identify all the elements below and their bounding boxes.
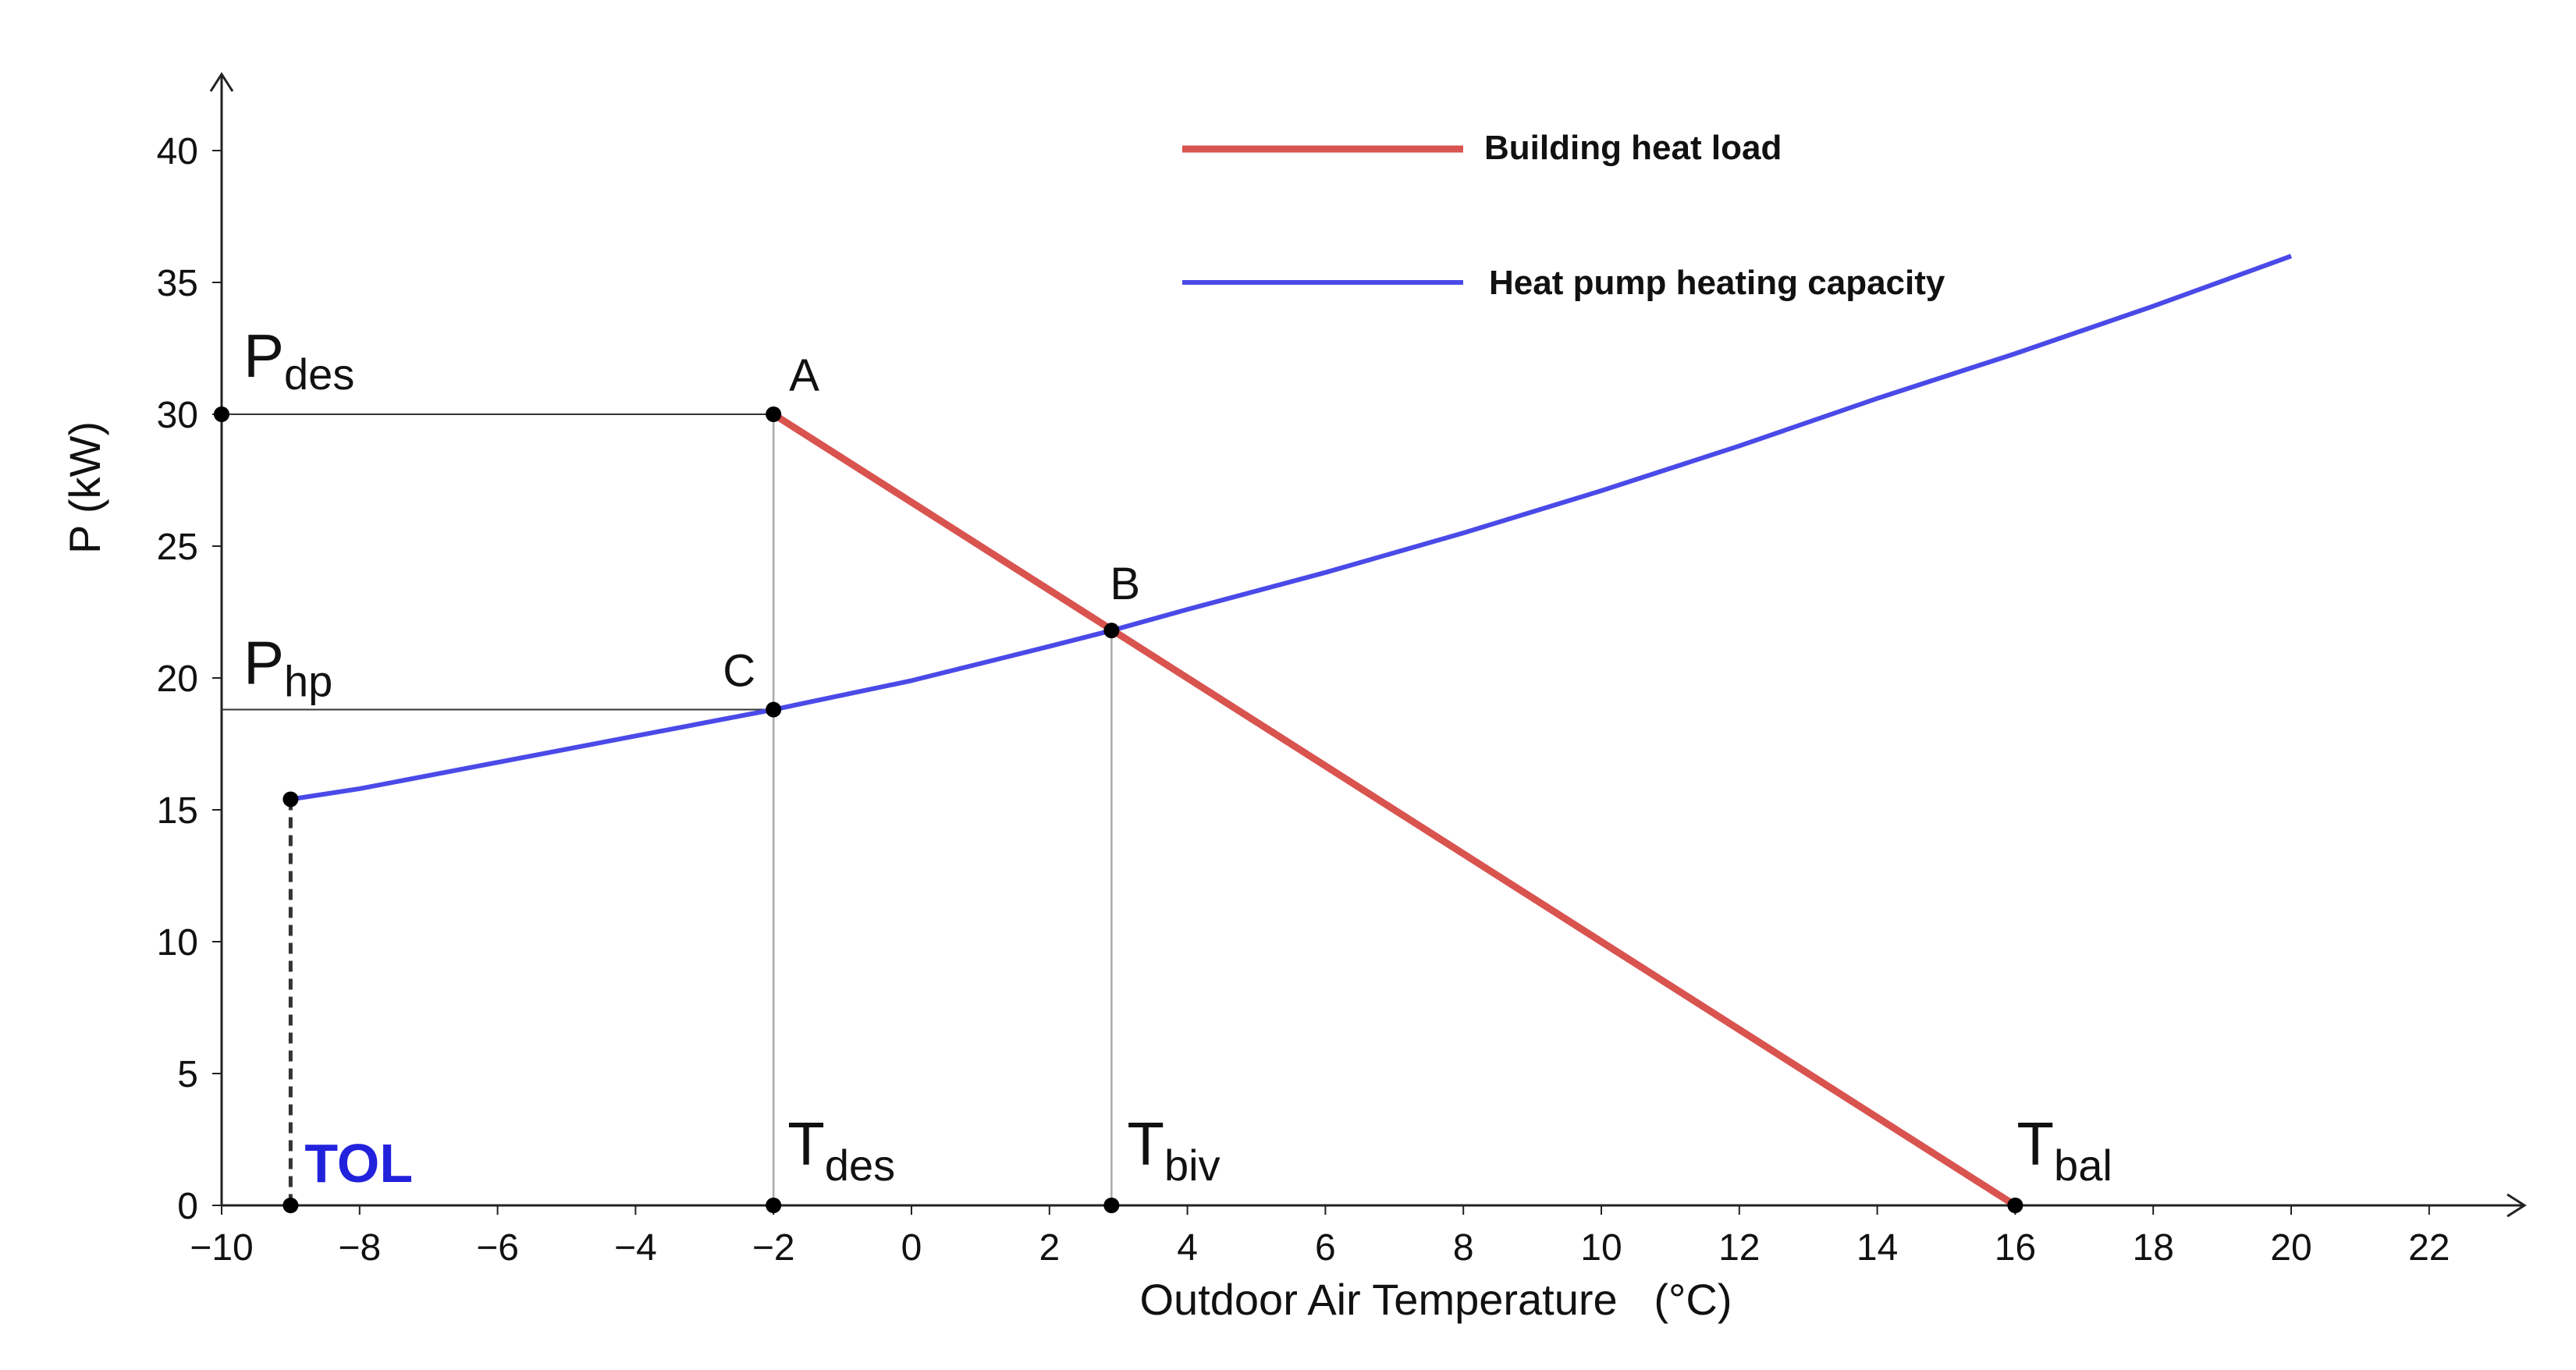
label-t-bal: Tbal bbox=[2016, 1109, 2112, 1190]
x-tick-label: 2 bbox=[1039, 1227, 1060, 1269]
label-point-b: B bbox=[1110, 559, 1140, 609]
label-point-a: A bbox=[789, 350, 819, 401]
x-tick-label: 22 bbox=[2408, 1227, 2450, 1269]
legend-label-load: Building heat load bbox=[1484, 129, 1782, 167]
label-t-bal-sub: bal bbox=[2054, 1141, 2112, 1190]
label-p-hp-main: P bbox=[243, 629, 284, 697]
label-t-des: Tdes bbox=[787, 1109, 895, 1190]
point-tbiv bbox=[1103, 1198, 1120, 1213]
y-tick-label: 5 bbox=[177, 1054, 198, 1095]
point-c bbox=[766, 701, 782, 718]
label-t-biv-main: T bbox=[1127, 1109, 1164, 1178]
x-tick-label: −4 bbox=[614, 1227, 657, 1269]
label-p-hp: Php bbox=[243, 629, 332, 706]
y-tick-label: 35 bbox=[157, 263, 198, 304]
x-tick-label: −10 bbox=[190, 1227, 253, 1269]
label-p-hp-sub: hp bbox=[284, 657, 332, 706]
x-tick-label: 4 bbox=[1177, 1227, 1198, 1269]
x-tick-label: 12 bbox=[1718, 1227, 1760, 1269]
x-tick-label: −8 bbox=[338, 1227, 381, 1269]
y-tick-label: 20 bbox=[157, 658, 198, 700]
x-tick-label: 18 bbox=[2133, 1227, 2174, 1269]
label-t-biv: Tbiv bbox=[1127, 1109, 1220, 1190]
y-axis-title: P (kW) bbox=[60, 421, 109, 554]
x-tick-label: 6 bbox=[1315, 1227, 1336, 1269]
x-tick-label: 14 bbox=[1856, 1227, 1898, 1269]
label-p-des-main: P bbox=[243, 321, 284, 390]
x-tick-label: 10 bbox=[1580, 1227, 1622, 1269]
x-tick-label: 16 bbox=[1995, 1227, 2036, 1269]
point-tol bbox=[282, 1198, 299, 1213]
x-axis-arrow bbox=[2507, 1193, 2527, 1218]
label-point-c: C bbox=[723, 646, 755, 697]
x-tick-label: 0 bbox=[901, 1227, 922, 1269]
x-axis-title: Outdoor Air Temperature (°C) bbox=[1140, 1275, 1732, 1324]
legend: Building heat load Heat pump heating cap… bbox=[1182, 129, 1945, 302]
label-p-des-sub: des bbox=[284, 350, 354, 399]
label-t-des-sub: des bbox=[825, 1141, 895, 1190]
label-t-biv-sub: biv bbox=[1164, 1141, 1220, 1190]
y-tick-label: 0 bbox=[177, 1186, 198, 1227]
x-tick-label: 8 bbox=[1453, 1227, 1474, 1269]
point-b bbox=[1103, 623, 1120, 639]
point-toltop bbox=[282, 791, 299, 807]
y-tick-label: 15 bbox=[157, 790, 198, 832]
point-pdes bbox=[214, 406, 229, 422]
axes: −10 −8 −6 −4 −2 0 2 4 6 8 10 12 14 16 18 20 22 0 5 10 15 20 2… bbox=[157, 72, 2527, 1269]
y-tick-label: 25 bbox=[157, 527, 198, 568]
label-tol: TOL bbox=[304, 1133, 413, 1194]
y-tick-label: 10 bbox=[157, 922, 198, 964]
x-tick-label: −2 bbox=[752, 1227, 795, 1269]
point-tdes bbox=[766, 1198, 782, 1213]
points bbox=[214, 406, 2023, 1213]
label-t-bal-main: T bbox=[2016, 1109, 2054, 1178]
y-ticks: 0 5 10 15 20 25 30 35 40 bbox=[157, 131, 222, 1227]
y-tick-label: 40 bbox=[157, 131, 198, 172]
series-heat-pump-capacity bbox=[290, 254, 2293, 802]
point-tbal bbox=[2007, 1198, 2023, 1213]
label-t-des-main: T bbox=[787, 1109, 825, 1178]
label-p-des: Pdes bbox=[243, 321, 354, 399]
legend-label-hp: Heat pump heating capacity bbox=[1489, 264, 1945, 302]
series-building-heat-load bbox=[769, 410, 2019, 1209]
x-ticks: −10 −8 −6 −4 −2 0 2 4 6 8 10 12 14 16 18 20 22 bbox=[190, 1205, 2450, 1269]
y-tick-label: 30 bbox=[157, 395, 198, 436]
guide-lines bbox=[222, 413, 1113, 1205]
point-a bbox=[766, 406, 782, 422]
y-axis-arrow bbox=[209, 72, 234, 92]
x-tick-label: 20 bbox=[2270, 1227, 2311, 1269]
x-tick-label: −6 bbox=[476, 1227, 519, 1269]
